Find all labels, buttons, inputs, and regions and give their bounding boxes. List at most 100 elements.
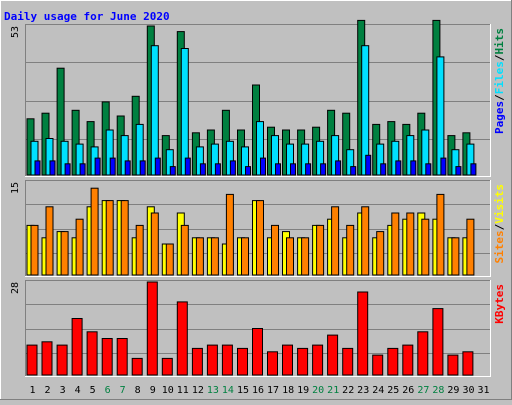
x-tick-label-day-29: 29 xyxy=(447,385,459,396)
bar-pages-day-3 xyxy=(64,163,71,176)
x-tick-label-day-12: 12 xyxy=(192,385,204,396)
bar-pages-day-7 xyxy=(124,160,131,176)
legend-hits: Hits xyxy=(493,28,506,55)
x-tick-label-day-8: 8 xyxy=(135,385,141,396)
bar-sites-day-21 xyxy=(331,206,340,276)
bar-kbytes-day-15 xyxy=(237,347,248,376)
x-tick-label-day-16: 16 xyxy=(252,385,264,396)
bar-pages-day-23 xyxy=(365,154,372,176)
bar-pages-day-1 xyxy=(34,160,41,176)
bar-kbytes-day-16 xyxy=(252,328,263,376)
x-tick-label-day-15: 15 xyxy=(237,385,249,396)
legend-separator: / xyxy=(493,223,506,230)
bar-files-day-28 xyxy=(436,56,445,176)
x-tick-label-day-25: 25 xyxy=(387,385,399,396)
x-tick-label-day-1: 1 xyxy=(29,385,35,396)
bar-kbytes-day-11 xyxy=(176,301,188,376)
x-tick-label-day-11: 11 xyxy=(177,385,189,396)
x-tick-label-day-4: 4 xyxy=(75,385,81,396)
bar-pages-day-22 xyxy=(350,166,357,176)
bar-kbytes-day-2 xyxy=(41,341,53,376)
bar-sites-day-18 xyxy=(286,237,294,276)
bar-pages-day-13 xyxy=(214,163,221,176)
x-tick-label-day-23: 23 xyxy=(357,385,369,396)
bar-sites-day-19 xyxy=(301,237,310,276)
x-tick-label-day-17: 17 xyxy=(267,385,279,396)
x-tick-label-day-21: 21 xyxy=(327,385,339,396)
legend-kbytes: KBytes xyxy=(493,284,506,324)
legend-visits: Visits xyxy=(493,184,506,224)
x-tick-label-day-10: 10 xyxy=(162,385,174,396)
bar-pages-day-8 xyxy=(139,160,146,176)
bar-kbytes-day-22 xyxy=(342,347,354,376)
bar-pages-day-18 xyxy=(290,163,296,176)
bar-pages-day-6 xyxy=(109,157,116,176)
bar-sites-day-9 xyxy=(150,212,159,276)
bar-sites-day-3 xyxy=(60,231,69,276)
bar-files-day-9 xyxy=(150,45,159,176)
x-tick-label-day-28: 28 xyxy=(432,385,444,396)
bar-sites-day-20 xyxy=(316,224,325,276)
x-tick-label-day-19: 19 xyxy=(297,385,309,396)
bar-pages-day-12 xyxy=(199,163,206,176)
bar-pages-day-9 xyxy=(154,157,161,176)
bar-pages-day-4 xyxy=(79,163,86,176)
bar-sites-day-30 xyxy=(466,218,475,276)
bar-kbytes-day-25 xyxy=(387,347,399,376)
legend-separator: / xyxy=(493,94,506,101)
bar-sites-day-23 xyxy=(361,206,370,276)
bar-pages-day-11 xyxy=(184,157,191,176)
bar-sites-day-2 xyxy=(45,206,54,276)
bar-pages-day-20 xyxy=(320,163,327,176)
bar-pages-day-19 xyxy=(305,163,312,176)
bar-sites-day-22 xyxy=(346,224,355,276)
x-tick-label-day-14: 14 xyxy=(222,385,234,396)
bar-sites-day-1 xyxy=(30,224,39,276)
legend-sites: Sites xyxy=(493,230,506,263)
bar-kbytes-day-17 xyxy=(267,351,278,376)
bar-sites-day-15 xyxy=(241,237,249,276)
bar-pages-day-2 xyxy=(49,160,56,176)
x-tick-label-day-30: 30 xyxy=(462,385,474,396)
bar-pages-day-14 xyxy=(229,160,236,176)
bar-sites-day-11 xyxy=(180,224,189,276)
bar-kbytes-day-27 xyxy=(417,331,429,376)
bar-kbytes-day-19 xyxy=(297,347,309,376)
bar-kbytes-day-12 xyxy=(191,347,203,376)
bar-pages-day-16 xyxy=(260,157,266,176)
bar-files-day-11 xyxy=(180,48,189,176)
x-tick-label-day-27: 27 xyxy=(417,385,429,396)
bar-kbytes-day-23 xyxy=(357,291,369,376)
legend-label-traffic: Pages/Files/Hits xyxy=(493,28,506,134)
bar-pages-day-15 xyxy=(245,166,251,176)
bar-pages-day-28 xyxy=(440,157,447,176)
bar-kbytes-day-20 xyxy=(312,344,324,376)
bar-sites-day-12 xyxy=(195,237,204,276)
x-tick-label-day-9: 9 xyxy=(150,385,156,396)
bar-kbytes-day-24 xyxy=(372,354,384,376)
bar-kbytes-day-28 xyxy=(432,308,444,376)
x-tick-label-day-6: 6 xyxy=(105,385,111,396)
legend-label-kbytes: KBytes xyxy=(493,284,506,324)
x-tick-label-day-7: 7 xyxy=(120,385,126,396)
bar-pages-day-5 xyxy=(94,157,101,176)
bar-kbytes-day-21 xyxy=(327,334,339,376)
bar-sites-day-5 xyxy=(90,187,99,276)
bar-kbytes-day-13 xyxy=(206,344,218,376)
x-axis-labels: 1 2 3 4 5 6 7 8 9 10 11 12 13 14 15 16 17 18 19 20 21 22 23 24 2… xyxy=(29,385,489,396)
x-tick-label-day-22: 22 xyxy=(342,385,354,396)
x-tick-label-day-13: 13 xyxy=(207,385,219,396)
legend-label-visits: Sites/Visits xyxy=(493,184,506,264)
bar-kbytes-day-30 xyxy=(462,351,474,376)
bar-sites-day-26 xyxy=(406,212,415,276)
y-max-label-visits: 15 xyxy=(10,182,21,194)
x-tick-label-day-26: 26 xyxy=(402,385,414,396)
bar-pages-day-26 xyxy=(410,160,417,176)
bar-kbytes-day-1 xyxy=(26,344,38,376)
x-tick-label-day-5: 5 xyxy=(90,385,96,396)
bar-kbytes-day-8 xyxy=(131,357,143,376)
bar-kbytes-day-6 xyxy=(101,338,113,376)
bar-pages-day-27 xyxy=(425,163,432,176)
